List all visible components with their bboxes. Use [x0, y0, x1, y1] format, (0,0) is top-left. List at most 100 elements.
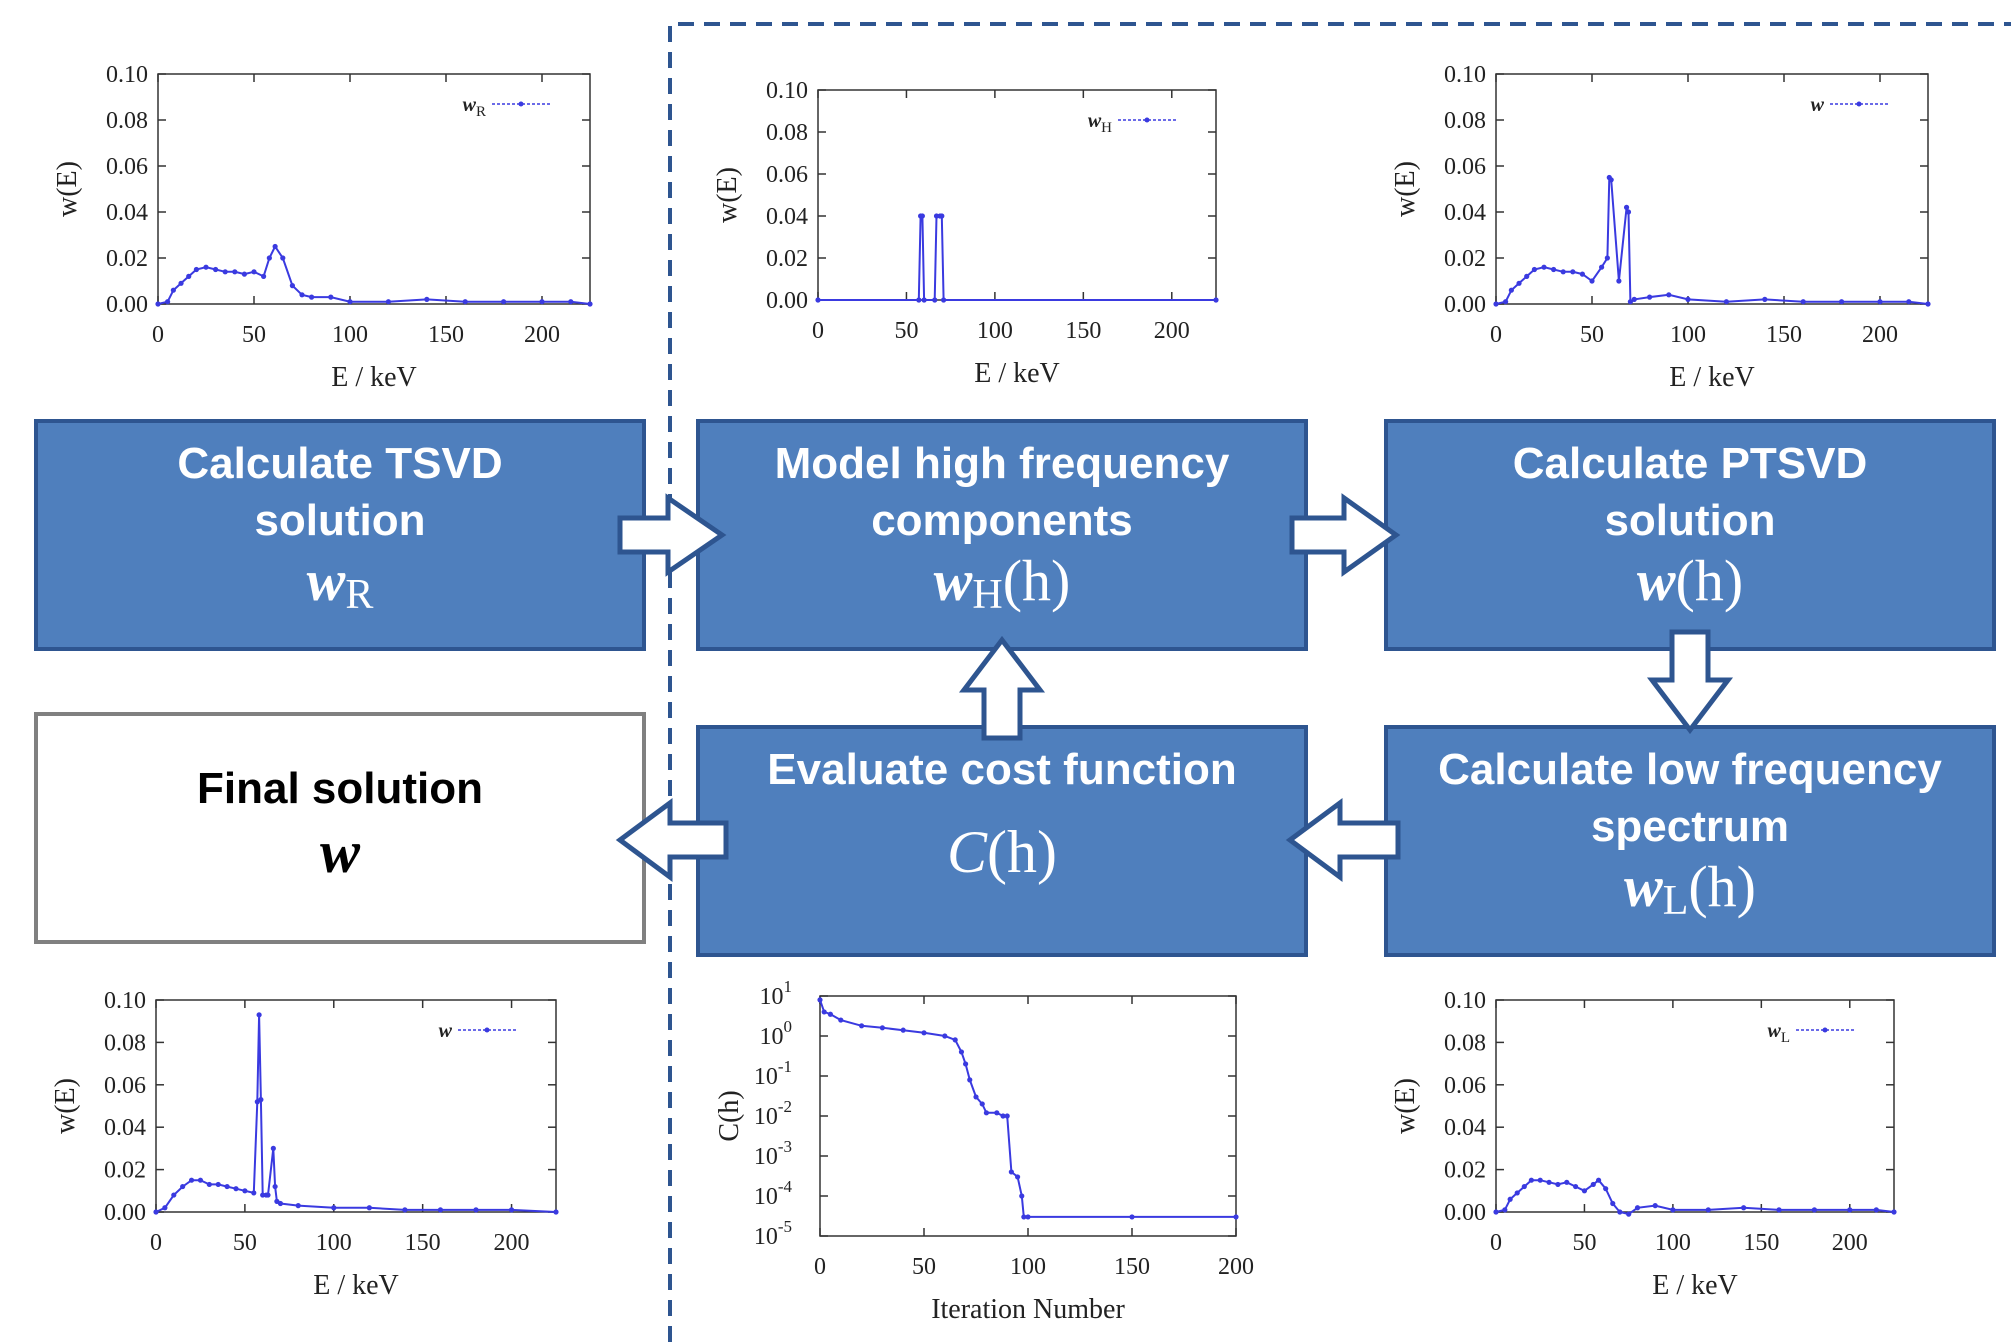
y-tick-label: 0.04	[104, 1115, 146, 1141]
data-point	[1616, 278, 1622, 284]
data-point	[817, 997, 823, 1003]
x-tick-label: 200	[494, 1230, 530, 1256]
y-axis-label: w(E)	[1390, 1078, 1421, 1134]
chart-cost: 0 50 100 150 200 10-5 10-4 10-3 10-2 10-1 100 101 It…	[714, 977, 1254, 1325]
data-point	[939, 213, 945, 219]
y-tick-label: 0.06	[106, 154, 148, 180]
data-point	[1493, 301, 1499, 307]
data-point	[385, 299, 391, 305]
y-axis-label: w(E)	[50, 1078, 81, 1134]
data-point	[1847, 1207, 1853, 1213]
data-point	[241, 271, 247, 277]
data-point	[1129, 1214, 1135, 1220]
chart-wL: 0 50 100 150 200 0.00 0.02 0.04 0.06 0.08 0.10 E / …	[1390, 988, 1897, 1301]
x-tick-label: 200	[1862, 322, 1898, 348]
data-point	[958, 1049, 965, 1055]
data-point	[162, 1205, 168, 1211]
data-point	[272, 1183, 278, 1190]
series-line	[1495, 1178, 1895, 1216]
x-tick-label: 150	[1065, 318, 1101, 344]
data-point	[1021, 1214, 1027, 1220]
y-tick-label: 0.08	[1444, 108, 1486, 134]
data-point	[1590, 1181, 1596, 1188]
data-point	[1608, 177, 1614, 183]
data-point	[424, 296, 430, 302]
data-point	[473, 1207, 479, 1213]
y-axis-label: w(E)	[52, 161, 83, 217]
data-point	[1617, 1209, 1623, 1215]
x-tick-label: 200	[524, 322, 560, 348]
data-point	[1666, 292, 1672, 298]
data-point	[1906, 299, 1912, 305]
y-axis-label: w(E)	[1390, 161, 1421, 217]
data-point	[501, 299, 507, 305]
final-box: Final solution w	[34, 712, 646, 944]
data-point	[180, 1183, 186, 1190]
chart-w: 0 50 100 150 200 0.00 0.02 0.04 0.06 0.08 0.10 E / …	[1390, 62, 1931, 393]
legend-label: w	[439, 1020, 453, 1042]
ptsvd-line2: solution	[1604, 496, 1775, 545]
data-point	[206, 1181, 212, 1188]
model-line1: Model high frequency	[775, 439, 1230, 488]
data-point	[827, 1011, 834, 1017]
low-line2: spectrum	[1591, 802, 1789, 851]
low-box: Calculate low frequency spectrum wL(h)	[1384, 725, 1996, 957]
model-line2: components	[871, 496, 1133, 545]
data-point	[266, 255, 272, 261]
data-point	[1555, 1181, 1561, 1188]
data-point	[299, 292, 305, 298]
data-point	[967, 1077, 973, 1083]
x-tick-label: 0	[814, 1254, 826, 1280]
data-point	[347, 299, 353, 305]
data-point	[932, 297, 938, 303]
data-point	[170, 287, 176, 293]
data-point	[242, 1188, 248, 1194]
y-tick-label: 0.02	[106, 246, 148, 272]
data-point	[1610, 1200, 1616, 1207]
cost-box: Evaluate cost function C(h)	[696, 725, 1308, 957]
data-point	[1019, 1193, 1025, 1199]
data-point	[1625, 209, 1632, 215]
data-point	[289, 283, 295, 289]
data-point	[1595, 1177, 1602, 1183]
x-tick-label: 150	[405, 1230, 441, 1256]
data-point	[1891, 1209, 1897, 1215]
y-tick-label: 10-3	[754, 1137, 792, 1170]
data-point	[973, 1094, 979, 1100]
y-tick-label: 0.06	[1444, 154, 1486, 180]
data-point	[1604, 255, 1610, 261]
data-point	[260, 1192, 266, 1198]
y-tick-label: 10-1	[754, 1057, 792, 1090]
data-point	[1546, 1179, 1552, 1185]
y-tick-label: 0.10	[104, 988, 146, 1014]
data-point	[224, 1183, 230, 1190]
data-point	[1723, 299, 1729, 305]
x-tick-label: 100	[332, 322, 368, 348]
data-point	[983, 1110, 990, 1116]
data-point	[272, 243, 278, 250]
data-point	[1004, 1113, 1010, 1119]
data-point	[197, 1177, 204, 1183]
x-tick-label: 150	[1114, 1254, 1150, 1280]
y-tick-label: 0.08	[766, 120, 808, 146]
data-point	[916, 297, 922, 303]
data-point	[919, 213, 925, 219]
x-tick-label: 100	[316, 1230, 352, 1256]
data-point	[1503, 299, 1509, 305]
x-tick-label: 100	[977, 318, 1013, 344]
x-tick-label: 0	[152, 322, 164, 348]
tsvd-line2: solution	[254, 496, 425, 545]
data-point	[309, 294, 315, 300]
data-point	[1705, 1207, 1711, 1213]
x-tick-label: 0	[812, 318, 824, 344]
data-point	[402, 1207, 408, 1213]
data-point	[979, 1101, 985, 1107]
data-point	[251, 269, 257, 275]
data-point	[1647, 294, 1653, 300]
chart-wR: 0 50 100 150 200 0.00 0.02 0.04 0.06 0.08 0.10 E / …	[52, 62, 593, 393]
arrow-cost-to-model	[958, 635, 1046, 741]
tsvd-math: wR	[307, 548, 374, 618]
legend-marker	[484, 1027, 490, 1033]
data-point	[1570, 269, 1576, 275]
